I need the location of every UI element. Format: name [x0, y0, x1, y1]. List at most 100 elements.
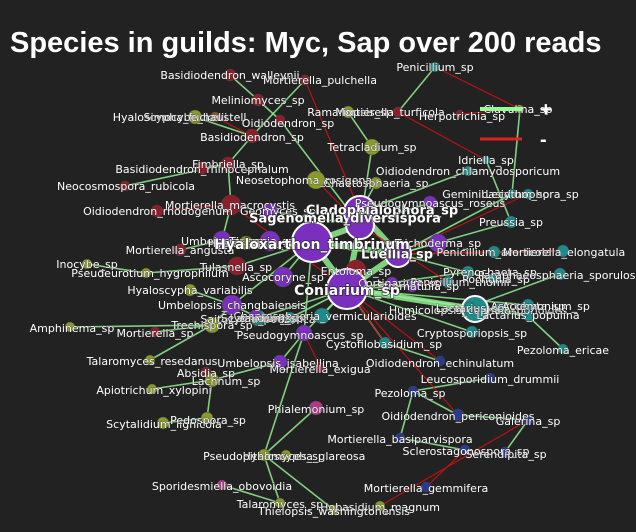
- node-fimbriella_sp[interactable]: [220, 156, 236, 172]
- node-ramariopsis_sp[interactable]: [341, 105, 355, 119]
- node-umbelopsis_changbaiensis[interactable]: [221, 294, 243, 316]
- node-trichoderma_sp[interactable]: [428, 233, 448, 253]
- node-pochonia_sp[interactable]: [487, 272, 501, 286]
- node-apiotrichum_xylopini[interactable]: [146, 383, 158, 395]
- node-mortierella_elongatula[interactable]: [556, 244, 570, 258]
- positive-edge-inocybe_sp-pseudeurotium_hygrophilum: [86, 263, 147, 274]
- node-basidiodendron_sp[interactable]: [244, 128, 260, 144]
- node-mortierella_macrocystis[interactable]: [220, 194, 242, 216]
- node-cortinarium_sp[interactable]: [385, 276, 399, 290]
- node-oidiodendron_rhodogenum[interactable]: [150, 204, 164, 218]
- node-galerina_sp[interactable]: [522, 414, 534, 426]
- node-geomyces_sp[interactable]: [261, 202, 279, 220]
- node-tausonia_sp[interactable]: [259, 230, 281, 252]
- node-inocybe_sp[interactable]: [81, 258, 93, 270]
- node-stromatinia_sp[interactable]: [405, 279, 419, 293]
- node-thielopsis_washingtonensis[interactable]: [328, 504, 340, 516]
- node-tetracladium_sp[interactable]: [363, 138, 381, 156]
- node-tulasnella_sp[interactable]: [227, 256, 247, 276]
- node-preussia_sp[interactable]: [504, 215, 518, 229]
- node-hyaloscypha_glareosa[interactable]: [280, 449, 292, 461]
- node-taxomyces_sp[interactable]: [487, 245, 501, 259]
- node-label-ascochyta_sp: Ascochyta_sp: [491, 300, 566, 313]
- negative-edge-oidiodendron_rhodogenum-mortierella_macrocystis: [156, 204, 232, 212]
- positive-edge-geminibasidium_sp-luellia_sp: [397, 193, 513, 255]
- node-phialemonium_sp[interactable]: [308, 400, 324, 416]
- node-mortierella_pulchella[interactable]: [299, 74, 311, 86]
- node-basidiodendron_walleynii[interactable]: [223, 68, 237, 82]
- node-lecythophora_sp[interactable]: [522, 188, 534, 200]
- node-simocybe_haustellaris[interactable]: [209, 111, 221, 123]
- node-luellia_sp[interactable]: [384, 240, 412, 268]
- node-pedospora_sp[interactable]: [200, 411, 214, 425]
- node-hobasidium_magnum[interactable]: [374, 500, 386, 512]
- node-talaromyces_rosedanus[interactable]: [144, 354, 156, 366]
- node-pseudeurotium_hygrophilum[interactable]: [140, 267, 152, 279]
- node-sporidesmiella_obovoidia[interactable]: [216, 479, 228, 491]
- node-serendipita_sp[interactable]: [499, 446, 511, 458]
- positive-edge-hyaloscypha_fuckelii-basidiodendron_sp: [194, 116, 253, 137]
- node-umbelopsis_sp[interactable]: [212, 230, 232, 250]
- node-pseudogymnoascus_roseus[interactable]: [422, 195, 438, 211]
- node-cryptosporiopsis_sp[interactable]: [465, 325, 479, 339]
- node-paraphaeosphaeria_sporulosa[interactable]: [553, 267, 567, 281]
- positive-edge-pezoloma_ericae-lactarius_populina: [527, 315, 564, 350]
- node-trechispora_sp[interactable]: [203, 316, 221, 334]
- node-meliniomyces_sp[interactable]: [251, 93, 265, 107]
- node-pezizomycetes_sp[interactable]: [461, 265, 475, 279]
- node-lachnum_sp2[interactable]: [204, 372, 220, 388]
- node-sclerostagonospora_sp[interactable]: [459, 444, 471, 456]
- node-idriella_sp[interactable]: [481, 155, 491, 165]
- node-mortierella_angusta[interactable]: [173, 243, 187, 257]
- node-layer: [64, 61, 570, 516]
- node-herpotrichia_sp[interactable]: [455, 109, 465, 119]
- node-pseudogymnoascus_sp[interactable]: [295, 324, 313, 342]
- node-lachnum_sp[interactable]: [248, 309, 262, 323]
- node-penicillium_sp[interactable]: [429, 61, 441, 73]
- node-sagenomella_diversispora[interactable]: [345, 210, 375, 240]
- node-pseudopithomyces_sp[interactable]: [257, 448, 271, 462]
- node-neosetophoma_sp[interactable]: [306, 170, 326, 190]
- node-label-leucosporidium_drummii: Leucosporidium_drummii: [421, 373, 560, 386]
- node-oidiodendron_sp_top[interactable]: [274, 114, 286, 126]
- node-pezoloma_sp[interactable]: [407, 385, 419, 397]
- node-label-oidiodendron_periconioides: Oidiodendron_periconioides: [381, 410, 534, 423]
- node-hyaloscypha_sp_big[interactable]: [291, 221, 333, 263]
- node-pezoloma_ericae[interactable]: [557, 343, 569, 355]
- node-label-umbelopsis_sp: Umbelopsis_sp: [181, 235, 263, 248]
- node-mortierella_basiparvispora[interactable]: [394, 432, 406, 444]
- node-chaetosphaeria_vermicularioides[interactable]: [313, 307, 331, 325]
- node-geminibasidium_sp[interactable]: [506, 188, 518, 200]
- node-oidiodendron_chlamydosporicum[interactable]: [462, 165, 474, 177]
- node-neocosmospora_rubicola[interactable]: [119, 180, 131, 192]
- node-oidiodendron_periconioides[interactable]: [451, 408, 465, 422]
- node-talaromyces_sp[interactable]: [274, 497, 286, 509]
- node-umbelopsis_isabellina[interactable]: [272, 354, 288, 370]
- positive-edge-idriella_sp-preussia_sp: [485, 159, 512, 223]
- node-penicillium_thomii[interactable]: [441, 275, 455, 289]
- node-coniarium_sp[interactable]: [326, 268, 368, 310]
- node-mortierella_exigua[interactable]: [314, 361, 326, 373]
- node-ascocoryne_sp[interactable]: [272, 266, 294, 288]
- node-label-mortierella_elongatula: Mortierella_elongatula: [503, 246, 626, 259]
- node-hyaloscypha_sp[interactable]: [238, 235, 254, 251]
- node-amphinema_sp[interactable]: [64, 321, 76, 333]
- node-oidiodendron_echinulatum[interactable]: [434, 355, 446, 367]
- node-chaetosphaeria_sp[interactable]: [369, 176, 383, 190]
- node-lactarius_sp[interactable]: [464, 301, 476, 313]
- node-hyaloscypha_variabilis[interactable]: [183, 283, 197, 297]
- node-leucosporidium_drummii[interactable]: [484, 372, 496, 384]
- node-acremonium_sp[interactable]: [493, 302, 507, 316]
- node-scytalidium_lignicola[interactable]: [156, 416, 170, 430]
- node-lactarius_populina[interactable]: [522, 310, 534, 322]
- node-label-oidiodendron_sp_top: Oidiodendron_sp: [242, 117, 334, 130]
- node-basidiodendron_rhinocephalum[interactable]: [195, 161, 209, 175]
- node-mortierella_sp[interactable]: [149, 326, 161, 338]
- node-label-serendipita_sp: Serendipita_sp: [465, 448, 546, 461]
- node-cystofilobasidium_sp[interactable]: [378, 336, 392, 350]
- node-hyaloscypha_fuckelii[interactable]: [187, 109, 203, 125]
- node-scytalidium_sp[interactable]: [283, 311, 297, 325]
- node-label-chaetosphaeria_vermicularioides: Chaetosphaeria_vermicularioides: [233, 310, 417, 323]
- node-mortierella_gemmifera[interactable]: [420, 481, 432, 493]
- node-mortierella_turficola[interactable]: [392, 106, 404, 118]
